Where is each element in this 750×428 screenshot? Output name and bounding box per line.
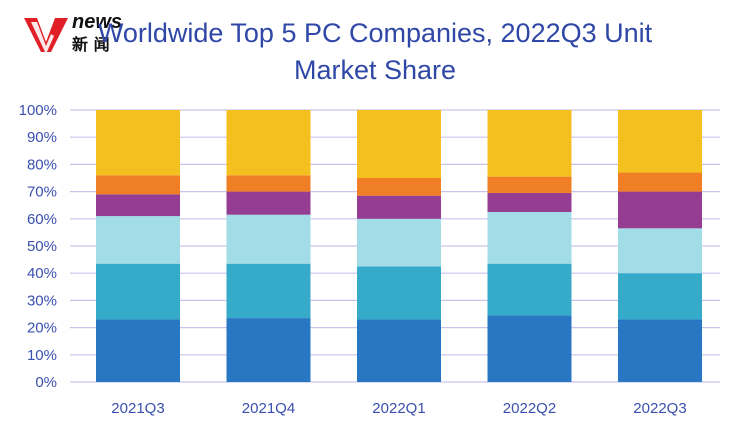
- logo-v-inner: [31, 22, 54, 54]
- bar-segment-2022Q3-s5: [618, 110, 702, 173]
- bar-segment-2022Q3-s2: [618, 228, 702, 274]
- y-tick-label: 40%: [27, 265, 57, 282]
- bar-segment-2021Q4-s5: [226, 110, 311, 176]
- bar-segment-2022Q3-s0: [618, 319, 702, 382]
- bar-segment-2022Q1-s0: [357, 319, 441, 382]
- bar-segment-2021Q4-s3: [226, 191, 311, 215]
- bar-segment-2022Q3-s3: [618, 191, 702, 229]
- bar-segment-2021Q3-s0: [96, 319, 180, 382]
- y-tick-label: 0%: [35, 374, 57, 391]
- bar-segment-2022Q2-s4: [487, 176, 572, 193]
- bar-segment-2022Q1-s5: [357, 110, 441, 178]
- bar-segment-2022Q2-s1: [487, 263, 572, 316]
- x-category-label: 2022Q1: [372, 400, 425, 417]
- bar-segment-2022Q1-s3: [357, 195, 441, 219]
- logo-brand: news: [72, 11, 122, 33]
- bar-segment-2022Q3-s1: [618, 273, 702, 320]
- x-category-label: 2021Q3: [111, 400, 164, 417]
- bar-segment-2021Q4-s2: [226, 214, 311, 264]
- y-tick-label: 70%: [27, 184, 57, 201]
- bar-segment-2021Q4-s1: [226, 263, 311, 319]
- bar-segment-2022Q1-s1: [357, 266, 441, 320]
- x-category-label: 2021Q4: [242, 400, 295, 417]
- bar-segment-2022Q2-s3: [487, 192, 572, 212]
- news-logo: news 新 闻: [24, 11, 122, 54]
- y-tick-label: 30%: [27, 292, 57, 309]
- chart-title-line-2: Market Share: [294, 55, 456, 85]
- bar-segment-2021Q3-s4: [96, 175, 180, 195]
- y-tick-label: 80%: [27, 156, 57, 173]
- bar-segment-2022Q3-s4: [618, 172, 702, 192]
- bar-segment-2022Q1-s2: [357, 218, 441, 267]
- bar-segment-2022Q2-s5: [487, 110, 572, 177]
- chart-title-line-1: Worldwide Top 5 PC Companies, 2022Q3 Uni…: [98, 18, 653, 48]
- y-tick-label: 20%: [27, 320, 57, 337]
- y-tick-label: 10%: [27, 347, 57, 364]
- y-tick-label: 100%: [19, 102, 57, 119]
- bars: [96, 110, 702, 382]
- x-category-label: 2022Q2: [503, 400, 556, 417]
- logo-subtitle: 新 闻: [72, 35, 110, 54]
- bar-segment-2021Q3-s5: [96, 110, 180, 176]
- y-tick-label: 90%: [27, 129, 57, 146]
- bar-segment-2021Q3-s1: [96, 263, 180, 320]
- bar-segment-2021Q4-s0: [226, 318, 311, 382]
- bar-segment-2021Q4-s4: [226, 175, 311, 192]
- bar-segment-2022Q1-s4: [357, 178, 441, 196]
- bar-segment-2022Q2-s0: [487, 315, 572, 382]
- bar-segment-2021Q3-s2: [96, 216, 180, 264]
- y-tick-label: 60%: [27, 211, 57, 228]
- bar-segment-2021Q3-s3: [96, 194, 180, 217]
- x-category-label: 2022Q3: [633, 400, 686, 417]
- y-axis-ticks: 0% 10% 20% 30% 40% 50% 60% 70% 80% 90% 100%: [19, 102, 57, 391]
- bar-segment-2022Q2-s2: [487, 212, 572, 264]
- x-axis-categories: 2021Q3 2021Q4 2022Q1 2022Q2 2022Q3: [111, 400, 686, 417]
- y-tick-label: 50%: [27, 238, 57, 255]
